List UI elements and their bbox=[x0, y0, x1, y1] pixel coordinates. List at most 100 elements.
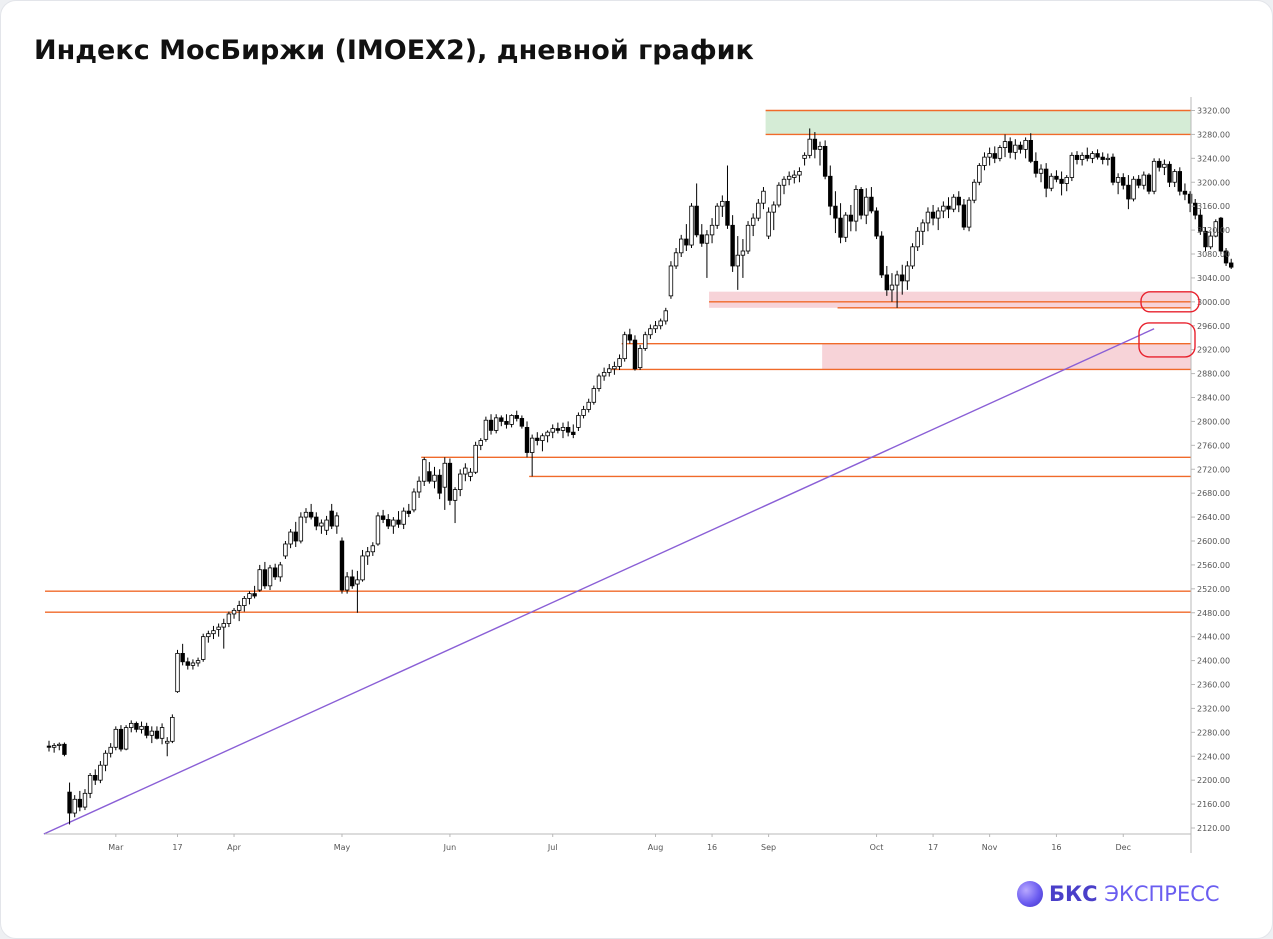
candle-body bbox=[108, 746, 113, 754]
candle-body bbox=[715, 205, 720, 226]
candle bbox=[627, 328, 633, 344]
candle-body bbox=[93, 774, 98, 781]
candle bbox=[103, 750, 108, 772]
candle-body bbox=[442, 462, 447, 488]
candle-body bbox=[709, 224, 715, 236]
y-tick-label: 3160.00 bbox=[1197, 202, 1230, 211]
candle-body bbox=[118, 728, 124, 750]
candles bbox=[46, 128, 1234, 825]
candle-body bbox=[303, 511, 309, 518]
candle-body bbox=[206, 633, 211, 638]
candle bbox=[1136, 175, 1141, 189]
candle bbox=[1007, 137, 1013, 159]
candle-body bbox=[1157, 160, 1162, 168]
candle bbox=[1131, 176, 1136, 202]
candle bbox=[380, 509, 386, 524]
candle-body bbox=[555, 428, 561, 431]
x-tick-label: Oct bbox=[870, 843, 884, 852]
candle bbox=[1151, 158, 1157, 195]
candle bbox=[231, 607, 237, 619]
candle bbox=[406, 503, 411, 518]
candle bbox=[1141, 171, 1147, 190]
candle bbox=[144, 722, 149, 739]
candle-body bbox=[833, 205, 838, 219]
candle-body bbox=[771, 204, 776, 213]
y-tick-label: 3080.00 bbox=[1197, 250, 1230, 259]
candle bbox=[956, 191, 961, 213]
candle bbox=[915, 227, 920, 252]
candle bbox=[499, 415, 504, 427]
candle-body bbox=[591, 388, 597, 403]
candle-body bbox=[278, 564, 283, 578]
candle-body bbox=[802, 154, 807, 159]
candle-body bbox=[226, 613, 232, 624]
candle bbox=[396, 511, 401, 528]
candle bbox=[118, 725, 124, 752]
candle bbox=[62, 742, 67, 757]
candle bbox=[1229, 258, 1234, 269]
candle bbox=[1218, 216, 1224, 254]
candle bbox=[1105, 153, 1111, 166]
y-tick-label: 3280.00 bbox=[1197, 130, 1230, 139]
candle bbox=[1002, 134, 1008, 158]
candle-body bbox=[350, 576, 355, 587]
candle-body bbox=[987, 153, 992, 158]
candle-body bbox=[1095, 153, 1100, 158]
candle-body bbox=[185, 661, 190, 666]
candle-body bbox=[324, 519, 329, 531]
y-tick-label: 2200.00 bbox=[1197, 776, 1230, 785]
candle-body bbox=[735, 254, 740, 267]
candle bbox=[1079, 152, 1085, 166]
candle bbox=[98, 761, 103, 784]
candle bbox=[365, 546, 370, 565]
candle-body bbox=[617, 358, 622, 367]
candle bbox=[535, 432, 540, 446]
candle bbox=[992, 146, 997, 164]
support-zone-2 bbox=[822, 343, 1191, 370]
candle bbox=[843, 212, 848, 243]
candle bbox=[1100, 152, 1105, 165]
candle bbox=[298, 512, 304, 544]
candle bbox=[797, 167, 802, 183]
candle bbox=[792, 170, 797, 184]
candle-body bbox=[581, 409, 586, 416]
candle bbox=[771, 201, 776, 231]
candle-body bbox=[1126, 184, 1131, 200]
y-tick-label: 2360.00 bbox=[1197, 681, 1230, 690]
candle-body bbox=[792, 174, 797, 178]
candle bbox=[673, 248, 679, 269]
candle-body bbox=[869, 196, 874, 212]
candle bbox=[262, 561, 268, 589]
candle bbox=[170, 714, 175, 744]
candle bbox=[247, 591, 252, 605]
candle-body bbox=[1100, 156, 1105, 160]
candle bbox=[1023, 137, 1028, 159]
candle bbox=[473, 441, 478, 475]
candle-body bbox=[488, 419, 494, 431]
candle-body bbox=[679, 238, 684, 254]
candle bbox=[930, 204, 936, 226]
candle-body bbox=[483, 419, 489, 440]
candle-body bbox=[257, 569, 262, 591]
candle-body bbox=[997, 147, 1003, 159]
candle-body bbox=[900, 274, 905, 282]
candle-body bbox=[632, 339, 638, 370]
bks-sphere-icon bbox=[1017, 881, 1043, 907]
candle bbox=[113, 726, 119, 751]
candle bbox=[93, 769, 98, 785]
candle bbox=[77, 790, 83, 812]
candle bbox=[257, 564, 262, 592]
candle-body bbox=[499, 417, 504, 422]
y-tick-label: 3040.00 bbox=[1197, 274, 1230, 283]
candle bbox=[478, 438, 483, 451]
candle bbox=[267, 564, 273, 591]
candle bbox=[370, 542, 376, 556]
candle-body bbox=[822, 145, 828, 177]
candle bbox=[987, 147, 992, 166]
candle-body bbox=[154, 730, 160, 739]
candle bbox=[524, 421, 530, 458]
candle bbox=[314, 512, 319, 531]
candle-body bbox=[1213, 221, 1218, 237]
candle bbox=[591, 385, 597, 405]
candle-body bbox=[966, 199, 972, 228]
